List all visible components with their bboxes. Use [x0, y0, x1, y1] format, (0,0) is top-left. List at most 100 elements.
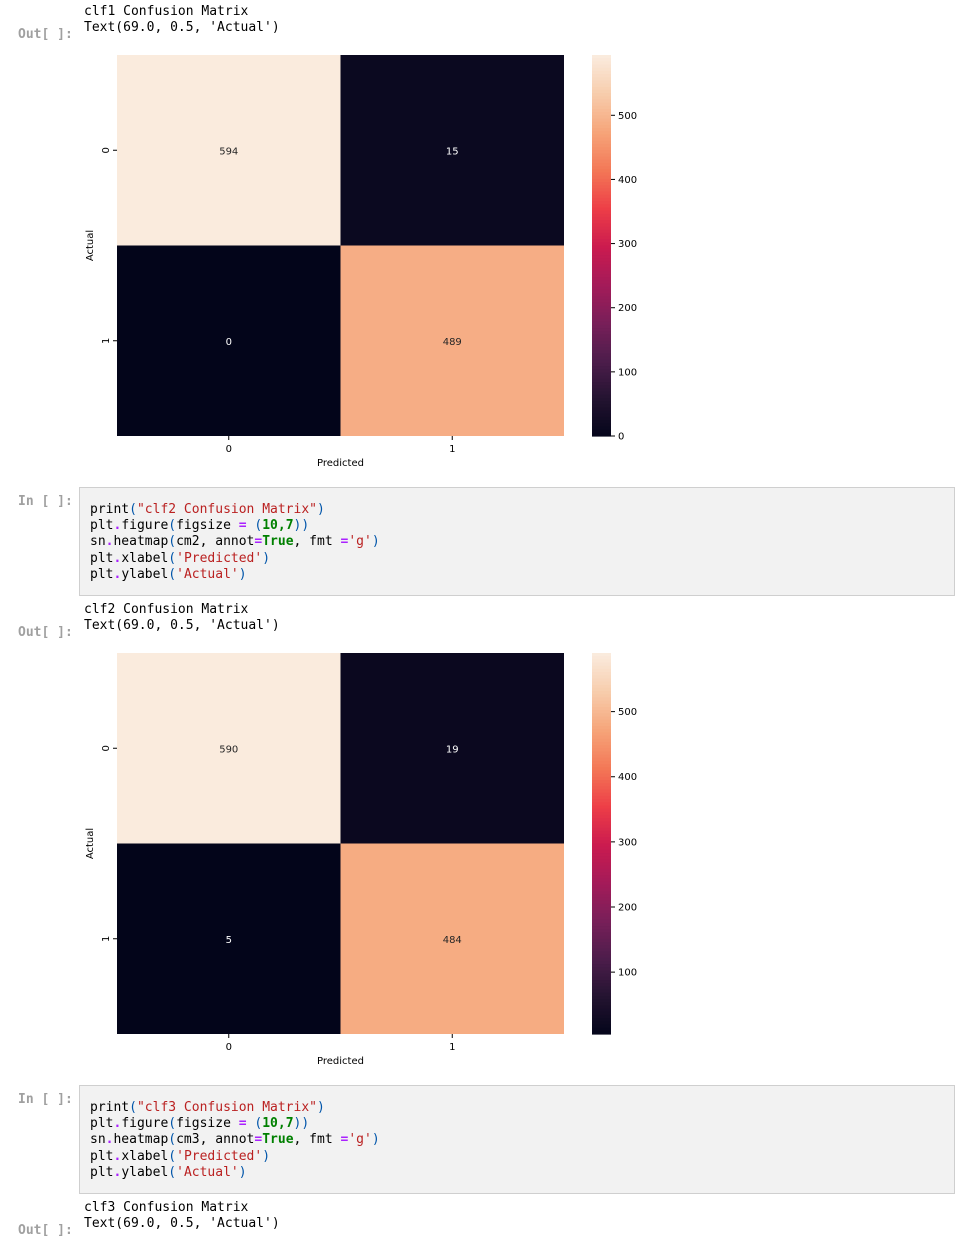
colorbar-segment	[592, 289, 611, 294]
colorbar-segment	[592, 786, 611, 791]
colorbar-segment	[592, 315, 611, 320]
colorbar-segment	[592, 887, 611, 892]
colorbar-segment	[592, 343, 611, 348]
colorbar-segment	[592, 872, 611, 876]
colorbar-segment	[592, 938, 611, 943]
colorbar-segment	[592, 261, 611, 266]
colorbar-segment	[592, 115, 611, 120]
colorbar-segment	[592, 248, 611, 253]
colorbar-segment	[592, 140, 611, 145]
colorbar-segment	[592, 878, 611, 883]
colorbar-segment	[592, 340, 611, 345]
colorbar-segment	[592, 1002, 611, 1007]
colorbar-segment	[592, 150, 611, 155]
colorbar-segment	[592, 324, 611, 329]
colorbar-tick-label: 100	[618, 367, 637, 378]
colorbar-segment	[592, 767, 611, 772]
colorbar-segment	[592, 735, 611, 740]
colorbar-segment	[592, 719, 611, 724]
colorbar-segment	[592, 375, 611, 380]
colorbar-segment	[592, 61, 611, 66]
colorbar-segment	[592, 337, 611, 342]
colorbar-segment	[592, 999, 611, 1003]
confusion-matrix-heatmap: 594 15 0 489 0 1 0 1 Predicted Actual 0 100 200 300 40…	[85, 55, 637, 469]
colorbar-segment	[592, 283, 611, 288]
colorbar-segment	[592, 653, 611, 657]
colorbar-segment	[592, 656, 611, 660]
x-axis-label: Predicted	[317, 458, 364, 469]
colorbar-segment	[592, 220, 611, 224]
colorbar-segment	[592, 1027, 611, 1032]
colorbar-segment	[592, 201, 611, 205]
colorbar-segment	[592, 280, 611, 285]
heatmap-cell	[340, 55, 564, 246]
heatmap-cell	[340, 245, 564, 436]
heatmap-cell	[340, 653, 564, 844]
colorbar-segment	[592, 748, 611, 753]
colorbar-segment	[592, 681, 611, 686]
colorbar-segment	[592, 903, 611, 908]
colorbar-segment	[592, 382, 611, 386]
code-cell[interactable]: print("clf3 Confusion Matrix") plt.figur…	[79, 1085, 955, 1194]
colorbar-segment	[592, 197, 611, 202]
colorbar-segment	[592, 745, 611, 749]
x-tick-label: 1	[449, 1042, 455, 1053]
colorbar-segment	[592, 783, 611, 787]
colorbar-segment	[592, 856, 611, 860]
heatmap-cell	[340, 843, 564, 1034]
colorbar-segment	[592, 156, 611, 161]
colorbar-segment	[592, 86, 611, 91]
colorbar-segment	[592, 216, 611, 221]
colorbar-segment	[592, 194, 611, 199]
colorbar-segment	[592, 410, 611, 415]
colorbar-segment	[592, 662, 611, 667]
colorbar-segment	[592, 270, 611, 275]
colorbar-segment	[592, 391, 611, 396]
colorbar-segment	[592, 678, 611, 683]
x-tick-label: 1	[449, 444, 455, 455]
colorbar-segment	[592, 1014, 611, 1019]
colorbar-segment	[592, 74, 611, 78]
colorbar-segment	[592, 131, 611, 135]
colorbar-segment	[592, 732, 611, 737]
code-editor[interactable]: print("clf3 Confusion Matrix") plt.figur…	[90, 1100, 380, 1180]
cell-annotation: 484	[443, 935, 462, 946]
in-prompt: In [ ]:	[18, 1092, 73, 1107]
colorbar-segment	[592, 859, 611, 864]
cell-annotation: 489	[443, 337, 462, 348]
colorbar-segment	[592, 853, 611, 857]
colorbar-segment	[592, 172, 611, 177]
colorbar-segment	[592, 875, 611, 880]
colorbar-segment	[592, 239, 611, 243]
out-prompt: Out[ ]:	[18, 625, 73, 640]
colorbar-segment	[592, 840, 611, 845]
colorbar-segment	[592, 684, 611, 689]
colorbar-segment	[592, 964, 611, 968]
colorbar-segment	[592, 347, 611, 351]
colorbar-segment	[592, 926, 611, 930]
colorbar-segment	[592, 843, 611, 848]
colorbar-segment	[592, 837, 611, 841]
colorbar-segment	[592, 995, 611, 1000]
colorbar-segment	[592, 986, 611, 991]
colorbar-segment	[592, 754, 611, 759]
code-editor[interactable]: print("clf2 Confusion Matrix") plt.figur…	[90, 502, 380, 582]
output-text: clf2 Confusion Matrix Text(69.0, 0.5, 'A…	[84, 602, 280, 633]
colorbar-tick-label: 300	[618, 837, 637, 848]
colorbar-segment	[592, 954, 611, 959]
colorbar-segment	[592, 795, 611, 800]
colorbar-segment	[592, 741, 611, 746]
colorbar-segment	[592, 229, 611, 234]
out-prompt: Out[ ]:	[18, 1223, 73, 1238]
colorbar-segment	[592, 722, 611, 727]
colorbar-segment	[592, 672, 611, 676]
colorbar-segment	[592, 169, 611, 174]
colorbar-segment	[592, 948, 611, 953]
colorbar-segment	[592, 255, 611, 259]
colorbar-segment	[592, 751, 611, 756]
y-tick-label: 0	[101, 745, 112, 751]
colorbar-segment	[592, 1030, 611, 1035]
colorbar-segment	[592, 980, 611, 984]
code-cell[interactable]: print("clf2 Confusion Matrix") plt.figur…	[79, 487, 955, 596]
colorbar-segment	[592, 235, 611, 240]
